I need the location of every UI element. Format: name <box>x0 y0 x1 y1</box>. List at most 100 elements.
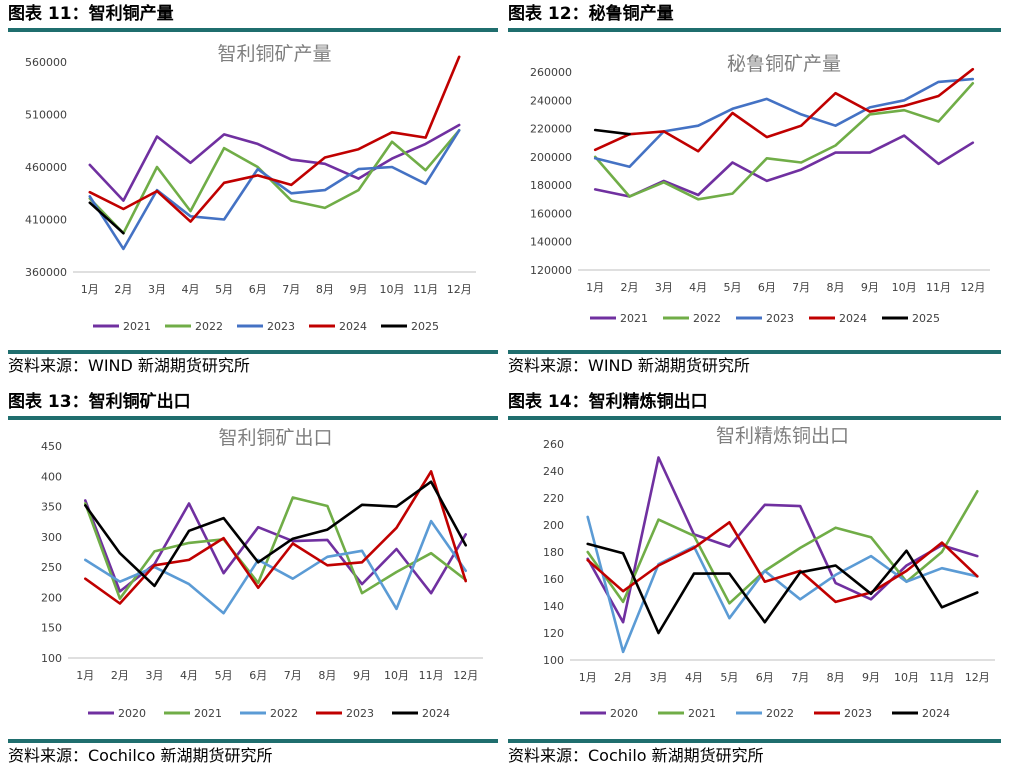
title-rule <box>508 28 1001 32</box>
series-line-2024 <box>84 480 468 588</box>
x-tick-label: 10月 <box>384 669 409 682</box>
x-tick-label: 10月 <box>380 283 405 296</box>
x-tick-label: 4月 <box>180 669 198 682</box>
x-tick-label: 12月 <box>453 669 478 682</box>
series-line-2024 <box>593 67 975 153</box>
title-rule <box>8 416 498 420</box>
series-line-2025 <box>88 201 125 235</box>
legend-label-2021: 2021 <box>688 707 716 720</box>
x-tick-label: 3月 <box>650 671 668 684</box>
legend-label-2020: 2020 <box>610 707 638 720</box>
x-tick-label: 9月 <box>861 281 879 294</box>
y-tick-label: 150 <box>41 622 62 635</box>
x-tick-label: 3月 <box>145 669 163 682</box>
x-tick-label: 9月 <box>862 671 880 684</box>
chart-peru-copper-output: 秘鲁铜矿产量 120000 140000 160000 180000 200000 2200… <box>530 53 990 325</box>
x-tick-label: 7月 <box>791 671 809 684</box>
chart-chile-refined-copper-exports: 智利精炼铜出口 100 120 140 160 180 200 220 240 260 1月 2月 3月… <box>543 425 995 720</box>
x-tick-label: 11月 <box>413 283 438 296</box>
figure-label: 图表 13：智利铜矿出口 <box>8 392 191 412</box>
y-tick-label: 120000 <box>530 264 572 277</box>
chart-chile-copper-output: 智利铜矿产量 360000 410000 460000 510000 560000 1月 2月… <box>25 43 476 333</box>
chart-title: 智利精炼铜出口 <box>716 425 849 447</box>
legend-label-2021: 2021 <box>620 312 648 325</box>
series-line-2023 <box>593 77 975 169</box>
series-line-2022 <box>84 519 468 615</box>
panel-chile-copper-output: 图表 11：智利铜产量 智利铜矿产量 360000 410000 460000 5100… <box>8 0 498 380</box>
legend-label-2024: 2024 <box>422 707 450 720</box>
x-tick-label: 5月 <box>720 671 738 684</box>
y-tick-label: 410000 <box>25 214 67 227</box>
panel-chile-copper-ore-exports: 图表 13：智利铜矿出口 智利铜矿出口 100 150 200 250 300 350 400… <box>8 388 498 773</box>
legend-label-2021: 2021 <box>194 707 222 720</box>
series-line-2022 <box>586 515 979 654</box>
x-tick-label: 4月 <box>182 283 200 296</box>
series-line-2024 <box>586 542 979 635</box>
series-line-2024 <box>88 55 461 223</box>
legend-label-2022: 2022 <box>693 312 721 325</box>
legend-label-2025: 2025 <box>411 320 439 333</box>
y-tick-label: 160000 <box>530 207 572 220</box>
x-tick-label: 1月 <box>579 671 597 684</box>
x-tick-label: 12月 <box>447 283 472 296</box>
x-tick-label: 6月 <box>249 283 267 296</box>
x-tick-label: 6月 <box>756 671 774 684</box>
chart-title: 秘鲁铜矿产量 <box>727 53 841 75</box>
x-tick-label: 3月 <box>148 283 166 296</box>
y-tick-label: 220 <box>543 492 564 505</box>
y-tick-label: 100 <box>41 652 62 665</box>
y-tick-label: 560000 <box>25 56 67 69</box>
source-rule <box>8 739 498 743</box>
y-tick-label: 450 <box>41 440 62 453</box>
x-tick-label: 7月 <box>792 281 810 294</box>
legend-label-2023: 2023 <box>267 320 295 333</box>
chart-chile-copper-ore-exports: 智利铜矿出口 100 150 200 250 300 350 400 450 1月 2月 3月 4月 5月… <box>41 427 483 720</box>
x-tick-label: 9月 <box>349 283 367 296</box>
legend-label-2024: 2024 <box>339 320 367 333</box>
x-tick-label: 2月 <box>114 283 132 296</box>
y-tick-label: 350 <box>41 501 62 514</box>
source-rule <box>508 739 1001 743</box>
x-tick-label: 6月 <box>249 669 267 682</box>
source-rule <box>8 350 498 354</box>
y-tick-label: 160 <box>543 573 564 586</box>
legend-label-2022: 2022 <box>766 707 794 720</box>
x-tick-label: 1月 <box>586 281 604 294</box>
y-tick-label: 200 <box>543 519 564 532</box>
x-tick-label: 8月 <box>318 669 336 682</box>
x-tick-label: 3月 <box>655 281 673 294</box>
series-line-2021 <box>586 490 979 605</box>
figure-label: 图表 11：智利铜产量 <box>8 4 174 24</box>
x-tick-label: 11月 <box>926 281 951 294</box>
x-tick-label: 10月 <box>892 281 917 294</box>
legend-label-2023: 2023 <box>766 312 794 325</box>
source-rule <box>508 350 1001 354</box>
legend-label-2024: 2024 <box>922 707 950 720</box>
y-tick-label: 140 <box>543 600 564 613</box>
series-line-2023 <box>84 470 468 605</box>
x-tick-label: 2月 <box>111 669 129 682</box>
y-tick-label: 120 <box>543 627 564 640</box>
chart-title: 智利铜矿出口 <box>218 427 332 449</box>
source-note: 资料来源：WIND 新湖期货研究所 <box>8 356 250 375</box>
x-tick-label: 5月 <box>215 669 233 682</box>
legend-label-2023: 2023 <box>346 707 374 720</box>
y-tick-label: 200 <box>41 591 62 604</box>
y-tick-label: 240 <box>543 465 564 478</box>
legend-label-2020: 2020 <box>118 707 146 720</box>
y-tick-label: 200000 <box>530 151 572 164</box>
x-tick-label: 1月 <box>76 669 94 682</box>
legend-label-2024: 2024 <box>839 312 867 325</box>
y-tick-label: 240000 <box>530 94 572 107</box>
y-tick-label: 400 <box>41 470 62 483</box>
x-tick-label: 7月 <box>284 669 302 682</box>
title-rule <box>8 28 498 32</box>
title-rule <box>508 416 1001 420</box>
y-tick-label: 180000 <box>530 179 572 192</box>
x-tick-label: 5月 <box>215 283 233 296</box>
series-line-2025 <box>593 128 631 136</box>
x-tick-label: 12月 <box>960 281 985 294</box>
y-tick-label: 140000 <box>530 236 572 249</box>
x-tick-label: 4月 <box>689 281 707 294</box>
y-tick-label: 220000 <box>530 123 572 136</box>
